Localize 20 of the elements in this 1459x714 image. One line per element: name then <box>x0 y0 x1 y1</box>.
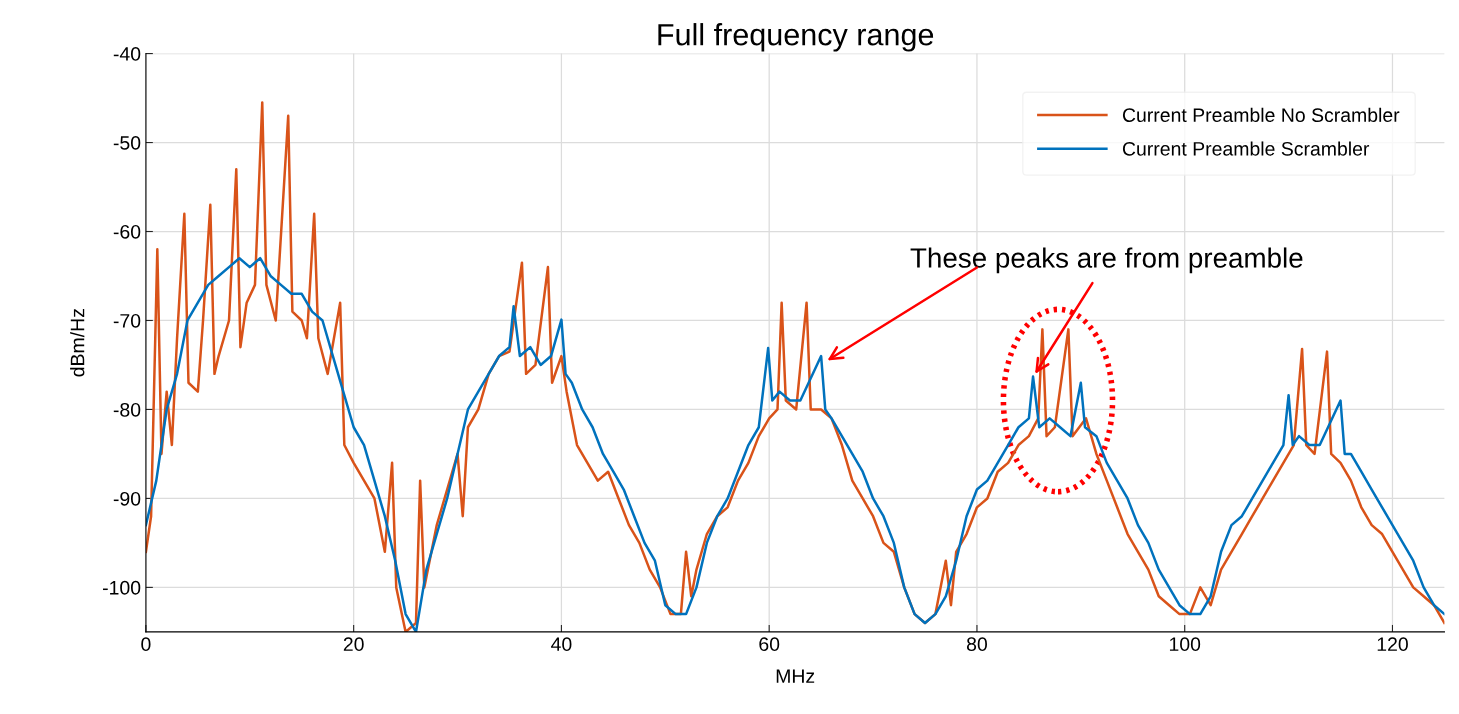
legend-label: Current Preamble No Scrambler <box>1122 107 1400 123</box>
y-axis-title: dBm/Hz <box>70 309 85 377</box>
annotation: These peaks are from preamble <box>910 247 1303 274</box>
legend-label: Current Preamble Scrambler <box>1122 141 1370 156</box>
x-tick-label: 0 <box>141 637 151 652</box>
y-tick-label: -100 <box>102 580 141 595</box>
x-tick-label: 120 <box>1377 637 1408 652</box>
chart-title: Full frequency range <box>658 23 934 52</box>
y-tick-label: -40 <box>113 47 141 61</box>
y-tick-label: -80 <box>113 402 141 417</box>
y-tick-label: -90 <box>113 491 141 506</box>
x-tick-label: 80 <box>966 637 987 652</box>
x-axis-title: MHz <box>776 669 815 683</box>
x-tick-label: 60 <box>759 637 780 652</box>
x-tick-label: 20 <box>343 637 364 652</box>
x-tick-label: 100 <box>1169 637 1201 652</box>
x-tick-label: 40 <box>551 637 572 652</box>
y-tick-label: -60 <box>113 224 141 239</box>
y-tick-label: -70 <box>113 313 141 328</box>
y-tick-label: -50 <box>113 135 141 150</box>
